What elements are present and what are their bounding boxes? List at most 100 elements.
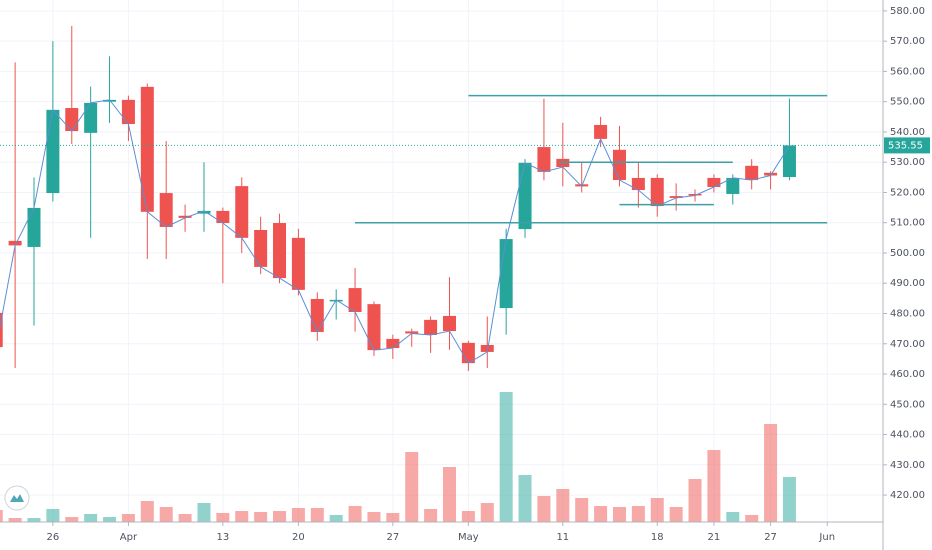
y-tick-label: 570.00 — [890, 36, 925, 47]
volume-bar — [310, 508, 324, 522]
plot — [0, 26, 882, 371]
candle-body — [103, 99, 117, 102]
volume-bar — [329, 515, 343, 522]
y-tick-label: 460.00 — [890, 369, 925, 380]
x-tick-label: 18 — [651, 532, 664, 543]
volume-bar — [518, 475, 532, 522]
volume-bar — [631, 506, 645, 522]
volume-bar — [612, 507, 626, 522]
volume-bar — [575, 498, 589, 522]
volume-bar — [84, 514, 98, 522]
candle-body — [84, 102, 98, 133]
candle-body — [348, 288, 362, 312]
candle-body — [178, 215, 192, 218]
volume-bar — [424, 509, 438, 522]
y-tick-label: 500.00 — [890, 248, 925, 259]
candle-body — [140, 86, 154, 212]
close-line — [0, 99, 790, 364]
volume-bar — [216, 513, 230, 522]
candle-body — [499, 239, 513, 309]
volume-bar — [707, 450, 721, 522]
y-tick-label: 480.00 — [890, 309, 925, 320]
candle-body — [745, 165, 759, 181]
y-tick-label: 520.00 — [890, 187, 925, 198]
x-tick-label: 21 — [708, 532, 721, 543]
candle-body — [612, 149, 626, 181]
axes: 420.00 430.00 440.00 450.00 460.00 470.00 480.… — [47, 6, 930, 543]
volume-bar — [764, 424, 778, 522]
candle-body — [405, 331, 419, 334]
volume-bar — [140, 501, 154, 522]
y-tick-label: 530.00 — [890, 157, 925, 168]
candle-body — [556, 158, 570, 168]
volume-bar — [480, 503, 494, 522]
volume-bar — [688, 479, 702, 522]
candle-body — [8, 240, 22, 246]
candle-body — [688, 193, 702, 196]
candle-body — [707, 177, 721, 188]
candle-body — [650, 177, 664, 207]
last-price-label: 535.55 — [888, 140, 923, 151]
volume-bar — [537, 496, 551, 522]
volume-bar — [669, 507, 683, 522]
x-tick-label: 13 — [216, 532, 229, 543]
volume-bar — [65, 517, 79, 522]
candle-body — [764, 172, 778, 176]
logo-icon[interactable] — [10, 494, 24, 502]
candle-body — [669, 196, 683, 198]
candle-body — [273, 223, 287, 279]
volume-bar — [178, 514, 192, 522]
volume-bar — [348, 506, 362, 522]
candle-body — [518, 162, 532, 230]
volume-bar — [726, 512, 740, 522]
logo-circle[interactable] — [4, 485, 30, 511]
volume-bar — [27, 518, 41, 522]
volume-bar — [367, 512, 381, 522]
candle-body — [782, 145, 796, 178]
candle-body — [197, 210, 211, 214]
volume-bar — [8, 518, 22, 522]
volume-bar — [273, 511, 287, 522]
x-tick-label: 11 — [556, 532, 569, 543]
y-tick-label: 430.00 — [890, 460, 925, 471]
y-tick-label: 580.00 — [890, 6, 925, 17]
volume-bar — [46, 509, 60, 522]
candle-body — [46, 109, 60, 194]
volume-bar — [556, 489, 570, 522]
candle-body — [537, 147, 551, 172]
volume-bar — [745, 515, 759, 522]
x-tick-label: 27 — [764, 532, 777, 543]
y-tick-label: 550.00 — [890, 97, 925, 108]
volume-bar — [197, 503, 211, 522]
candle-body — [254, 229, 268, 267]
candle-body — [159, 193, 173, 227]
y-tick-label: 510.00 — [890, 218, 925, 229]
y-tick-label: 560.00 — [890, 66, 925, 77]
x-tick-label: Apr — [120, 532, 138, 543]
candle-body — [386, 338, 400, 348]
candle-body — [310, 298, 324, 332]
candle-body — [65, 108, 79, 132]
y-tick-label: 470.00 — [890, 339, 925, 350]
volume-bar — [405, 452, 419, 522]
x-tick-label: May — [458, 532, 479, 543]
y-tick-label: 420.00 — [890, 490, 925, 501]
x-tick-label: 26 — [47, 532, 60, 543]
volume-bar — [121, 514, 135, 522]
candle-body — [27, 207, 41, 247]
volume-bar — [159, 507, 173, 522]
x-tick-label: Jun — [818, 532, 835, 543]
volume-bar — [254, 512, 268, 522]
volume-bar — [386, 513, 400, 522]
candle-body — [726, 177, 740, 194]
volume-bar — [0, 510, 3, 522]
x-tick-label: 27 — [386, 532, 399, 543]
y-tick-label: 440.00 — [890, 430, 925, 441]
candle-body — [424, 319, 438, 335]
volume-bar — [103, 517, 117, 522]
candle-body — [216, 210, 230, 224]
logo[interactable] — [4, 485, 30, 511]
candle-body — [480, 344, 494, 352]
